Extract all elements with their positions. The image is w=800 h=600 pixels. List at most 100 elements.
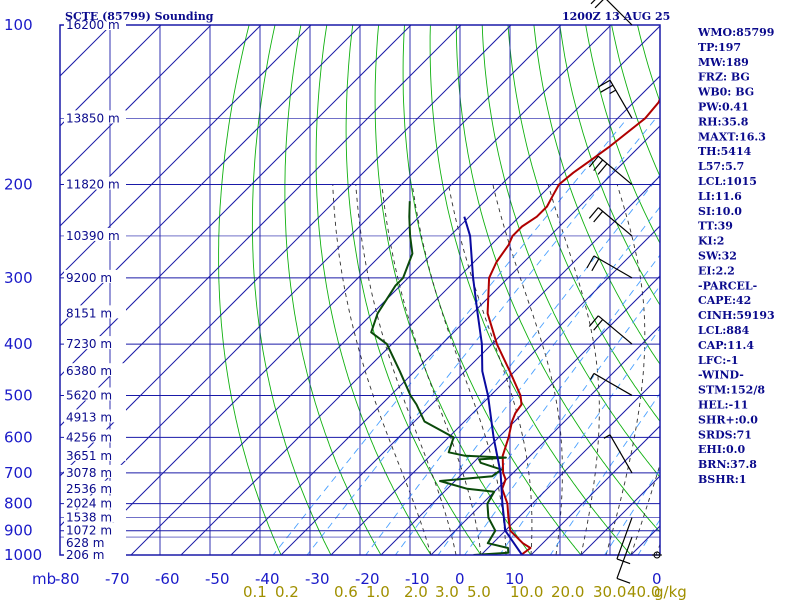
- isotherm: [330, 225, 660, 555]
- isotherm: [60, 25, 62, 27]
- dry-adiabat: [585, 25, 660, 245]
- height-label-bg: [64, 480, 126, 494]
- stability-index: FRZ: BG: [698, 71, 750, 84]
- mixing-ratio-tick-label: 0.6: [334, 583, 358, 600]
- stability-index: LCL:884: [698, 324, 750, 337]
- height-label-bg: [64, 409, 126, 423]
- stability-index: TH:5414: [698, 145, 752, 158]
- dew-point-profile: [370, 201, 510, 555]
- dry-adiabat: [533, 25, 660, 365]
- temperature-tick-label: 10: [505, 570, 524, 588]
- moist-adiabat: [630, 462, 660, 555]
- moist-adiabat: [492, 184, 563, 555]
- temperature-tick-label-end: 0: [652, 570, 662, 588]
- wind-barb: [588, 155, 633, 186]
- height-label: 1072 m: [66, 524, 112, 538]
- stability-index: KI:2: [698, 235, 724, 248]
- stability-index: BSHR:1: [698, 473, 747, 486]
- pressure-tick-label: 1000: [4, 546, 42, 564]
- height-label-bg: [64, 305, 126, 319]
- height-label: 13850 m: [66, 111, 120, 125]
- isotherm: [380, 275, 660, 555]
- height-label: 4913 m: [66, 410, 112, 424]
- stability-index: SW:32: [698, 250, 737, 263]
- temperature-tick-label: -10: [405, 570, 430, 588]
- dry-adiabat: [455, 25, 660, 533]
- height-label-bg: [64, 535, 126, 549]
- height-label-bg: [64, 363, 126, 377]
- wind-barb: [589, 372, 633, 396]
- stability-index: HEL:-11: [698, 399, 748, 412]
- mixing-ratio-tick-label: 0.1: [243, 583, 267, 600]
- height-label: 9200 m: [66, 271, 112, 285]
- dry-adiabat: [315, 25, 432, 555]
- pressure-tick-label: 800: [4, 495, 33, 513]
- wind-barbs: [586, 0, 662, 584]
- wind-barb: [590, 0, 633, 26]
- stability-index: LFC:-1: [698, 354, 739, 367]
- temperature-tick-label: -60: [155, 570, 180, 588]
- height-label: 3651 m: [66, 449, 112, 463]
- stability-index: SHR+:0.0: [698, 413, 758, 426]
- height-label-bg: [64, 17, 126, 30]
- height-label: 6380 m: [66, 364, 112, 378]
- stability-index: L57:5.7: [698, 160, 744, 173]
- dry-adiabat: [218, 25, 282, 555]
- stability-index: TT:39: [698, 220, 733, 233]
- pressure-tick-label: 300: [4, 269, 33, 287]
- stability-index: -WIND-: [698, 369, 744, 382]
- stability-index: EHI:0.0: [698, 443, 745, 456]
- stability-index: LI:11.6: [698, 190, 742, 203]
- mixing-ratio-tick-label: 5.0: [467, 583, 491, 600]
- stability-index: MW:189: [698, 56, 749, 69]
- parcel-profile: [463, 216, 524, 555]
- dry-adiabat: [374, 25, 532, 555]
- stability-index: CAPE:42: [698, 294, 751, 307]
- height-label: 16200 m: [66, 18, 120, 32]
- temperature-tick-label: -50: [205, 570, 230, 588]
- pressure-tick-label: 900: [4, 522, 33, 540]
- isotherm: [180, 75, 660, 555]
- dry-adiabat: [251, 25, 332, 555]
- pressure-tick-label: 100: [4, 16, 33, 34]
- stability-index: CAP:11.4: [698, 339, 754, 352]
- moist-adiabat: [605, 184, 646, 555]
- temperature-tick-label: 0: [455, 570, 465, 588]
- temperature-tick-label: -40: [255, 570, 280, 588]
- moist-adiabat: [355, 184, 457, 555]
- stability-index: LCL:1015: [698, 175, 757, 188]
- dry-adiabat: [481, 25, 660, 478]
- temperature-tick-label: -20: [355, 570, 380, 588]
- chart-timestamp: 1200Z 13 AUG 25: [562, 10, 670, 23]
- stability-index: SRDS:71: [698, 428, 752, 441]
- temperature-tick-label: -70: [105, 570, 130, 588]
- mixing-ratio-unit-label: g/kg: [654, 583, 687, 600]
- isotherm: [580, 475, 660, 555]
- height-label-bg: [64, 336, 126, 350]
- temperature-profile: [486, 96, 660, 555]
- height-label-bg: [64, 495, 126, 509]
- moist-adiabat: [332, 184, 432, 555]
- stability-index: PW:0.41: [698, 101, 749, 114]
- height-label-bg: [64, 447, 126, 461]
- pressure-tick-label: 600: [4, 428, 33, 446]
- isotherm: [280, 175, 660, 555]
- height-label-bg: [64, 176, 126, 190]
- stability-index: RH:35.8: [698, 115, 749, 128]
- height-label: 4256 m: [66, 430, 112, 444]
- moist-adiabat: [547, 184, 600, 555]
- isotherm: [80, 25, 612, 555]
- isotherm: [430, 325, 660, 555]
- dry-adiabat: [345, 25, 482, 555]
- chart-title: SCTE (85799) Sounding: [65, 10, 214, 23]
- height-label: 7230 m: [66, 337, 112, 351]
- height-label: 206 m: [66, 548, 104, 562]
- isotherm: [60, 25, 162, 127]
- isotherm: [60, 25, 312, 277]
- temperature-tick-label: -30: [305, 570, 330, 588]
- height-label-bg: [64, 522, 126, 536]
- height-label: 2536 m: [66, 482, 112, 496]
- stability-indices: WMO:85799 TP:197 MW:189 FRZ: BG WB0: BG PW:0.…: [697, 26, 775, 486]
- mixing-ratio-tick-label: 20.0: [551, 583, 584, 600]
